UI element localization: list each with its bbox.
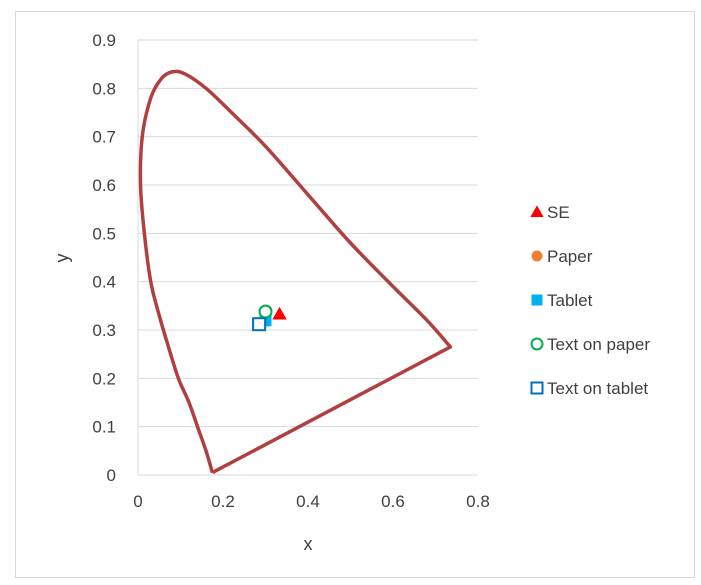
x-tick-label: 0.8 bbox=[466, 492, 490, 511]
legend-label-se: SE bbox=[547, 203, 570, 222]
point-se bbox=[272, 306, 287, 320]
y-tick-label: 0.3 bbox=[92, 321, 116, 340]
legend-marker-se bbox=[530, 205, 544, 217]
spectral-locus-boundary bbox=[138, 69, 453, 475]
y-tick-label: 0.6 bbox=[92, 176, 116, 195]
x-tick-label: 0.2 bbox=[211, 492, 235, 511]
y-tick-label: 0.5 bbox=[92, 224, 116, 243]
legend-label-paper: Paper bbox=[547, 247, 593, 266]
y-axis-title: y bbox=[52, 254, 72, 263]
x-tick-label: 0.6 bbox=[381, 492, 405, 511]
y-tick-label: 0 bbox=[107, 466, 116, 485]
x-tick-label: 0 bbox=[133, 492, 142, 511]
y-tick-label: 0.1 bbox=[92, 418, 116, 437]
y-tick-label: 0.2 bbox=[92, 369, 116, 388]
x-axis-title: x bbox=[304, 534, 313, 554]
y-tick-label: 0.8 bbox=[92, 79, 116, 98]
y-tick-label: 0.9 bbox=[92, 31, 116, 50]
y-tick-label: 0.7 bbox=[92, 128, 116, 147]
gridlines bbox=[138, 39, 478, 476]
legend-label-tablet: Tablet bbox=[547, 291, 593, 310]
point-text-on-tablet bbox=[252, 317, 267, 332]
x-tick-label: 0.4 bbox=[296, 492, 320, 511]
y-tick-label: 0.4 bbox=[92, 273, 116, 292]
point-text-on-paper bbox=[258, 304, 273, 319]
y-tick-labels: 0 0.1 0.2 0.3 0.4 0.5 0.6 0.7 0.8 0.9 bbox=[92, 31, 116, 485]
legend-label-text-on-paper: Text on paper bbox=[547, 335, 650, 354]
x-tick-labels: 0 0.2 0.4 0.6 0.8 bbox=[133, 492, 490, 511]
legend-marker-paper bbox=[531, 250, 543, 262]
legend-marker-text-on-tablet bbox=[530, 381, 544, 395]
legend-marker-text-on-paper bbox=[530, 337, 544, 351]
legend: SE Paper Tablet Text on paper Text on tablet bbox=[530, 203, 650, 398]
data-markers bbox=[252, 304, 287, 332]
legend-marker-tablet bbox=[531, 294, 543, 306]
legend-label-text-on-tablet: Text on tablet bbox=[547, 379, 648, 398]
chart-frame bbox=[15, 11, 695, 578]
